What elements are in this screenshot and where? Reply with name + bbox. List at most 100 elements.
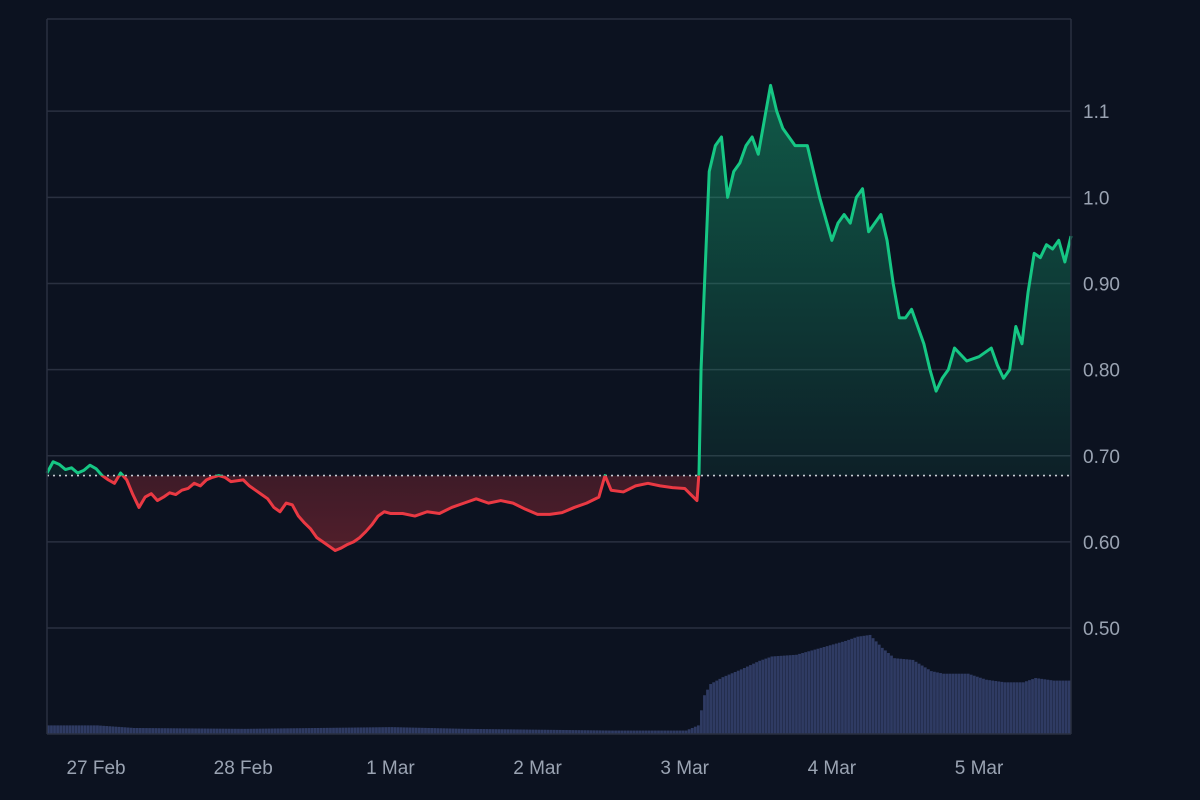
volume-bar	[411, 727, 415, 734]
volume-bar	[650, 730, 654, 734]
volume-bar	[166, 728, 170, 734]
volume-bar	[503, 729, 507, 734]
volume-bar	[494, 729, 498, 734]
volume-bar	[813, 649, 817, 734]
volume-bar	[365, 727, 369, 734]
x-tick-label: 5 Mar	[955, 758, 1004, 779]
volume-bar	[500, 729, 504, 734]
volume-bar	[804, 652, 808, 734]
volume-bar	[583, 730, 587, 734]
volume-bar	[917, 663, 921, 734]
volume-bar	[286, 728, 289, 734]
volume-bar	[482, 729, 486, 734]
volume-bar	[151, 728, 155, 734]
volume-bar	[71, 725, 75, 734]
volume-bar	[516, 729, 519, 734]
volume-bar	[375, 727, 378, 734]
volume-bar	[123, 727, 127, 734]
volume-bar	[1034, 678, 1037, 734]
volume-bar	[528, 729, 532, 734]
volume-bar	[267, 728, 271, 734]
volume-bar	[798, 653, 801, 734]
volume-bar	[347, 727, 351, 734]
volume-bar	[755, 662, 758, 734]
volume-bar	[105, 726, 109, 734]
volume-bar	[739, 669, 743, 734]
volume-bar	[280, 728, 283, 734]
volume-bar	[890, 655, 893, 734]
volume-bar	[353, 727, 357, 734]
volume-bar	[371, 727, 375, 734]
volume-bar	[276, 728, 280, 734]
volume-bar	[598, 730, 602, 734]
volume-bar	[537, 729, 541, 734]
volume-bar	[926, 669, 930, 734]
y-tick-label: 1.1	[1083, 102, 1109, 123]
volume-bar	[445, 728, 449, 734]
volume-bar	[491, 729, 495, 734]
volume-bar	[252, 728, 256, 734]
volume-bar	[362, 727, 366, 734]
volume-bar	[951, 673, 955, 734]
volume-bar	[776, 656, 780, 734]
volume-bar	[197, 728, 200, 734]
volume-bar	[261, 728, 265, 734]
volume-bar	[258, 728, 262, 734]
volume-bar	[880, 647, 884, 734]
volume-bar	[684, 730, 688, 734]
volume-bar	[359, 727, 363, 734]
volume-bar	[319, 727, 323, 734]
volume-bar	[414, 727, 418, 734]
volume-bar	[678, 730, 682, 734]
volume-bar	[862, 635, 866, 734]
y-tick-label: 1.0	[1083, 188, 1109, 209]
volume-bar	[188, 728, 191, 734]
volume-bar	[206, 728, 210, 734]
volume-bar	[65, 725, 69, 734]
volume-bar	[543, 729, 547, 734]
volume-bar	[102, 725, 105, 734]
volume-bar	[816, 648, 820, 734]
volume-bar	[184, 728, 188, 734]
volume-bar	[1061, 680, 1065, 734]
volume-bar	[923, 667, 927, 734]
volume-bar	[1049, 680, 1053, 734]
volume-bar	[270, 728, 274, 734]
volume-bar	[283, 728, 286, 734]
volume-bar	[1037, 678, 1041, 734]
volume-bar	[399, 727, 403, 734]
volume-bar	[221, 728, 225, 734]
volume-bar	[623, 730, 627, 734]
volume-bar	[663, 730, 667, 734]
volume-bar	[325, 727, 329, 734]
volume-bar	[758, 660, 762, 734]
volume-bar	[160, 728, 164, 734]
volume-bar	[994, 681, 998, 734]
volume-bar	[1064, 680, 1068, 734]
volume-bar	[914, 661, 918, 734]
volume-bar	[335, 727, 338, 734]
volume-bar	[273, 728, 277, 734]
volume-bar	[332, 727, 335, 734]
volume-bar	[356, 727, 360, 734]
volume-bar	[546, 729, 550, 734]
volume-bar	[1043, 679, 1047, 734]
volume-bar	[378, 727, 381, 734]
volume-bar	[169, 728, 173, 734]
volume-bar	[733, 671, 737, 734]
volume-bar	[595, 730, 599, 734]
volume-bar	[988, 680, 991, 734]
volume-bar	[939, 673, 942, 734]
volume-bar	[540, 729, 544, 734]
volume-bar	[853, 637, 857, 734]
volume-bar	[479, 729, 483, 734]
volume-bar	[874, 641, 878, 734]
volume-bar	[316, 727, 320, 734]
volume-bar	[329, 727, 332, 734]
volume-bar	[795, 654, 798, 734]
volume-bar	[215, 728, 219, 734]
volume-bar	[476, 728, 479, 734]
volume-bar	[945, 673, 949, 734]
y-tick-label: 0.60	[1083, 533, 1120, 554]
